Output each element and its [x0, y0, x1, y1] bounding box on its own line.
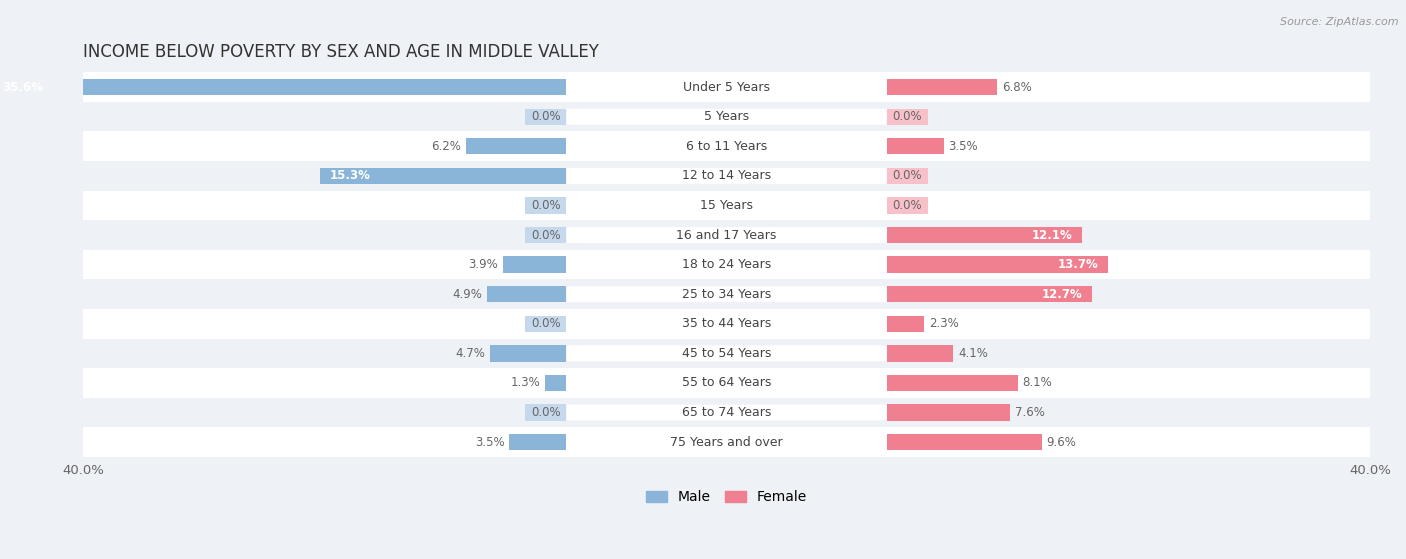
Text: 3.5%: 3.5% — [949, 140, 979, 153]
Text: 75 Years and over: 75 Years and over — [671, 435, 783, 449]
Text: 45 to 54 Years: 45 to 54 Years — [682, 347, 772, 360]
Bar — [83, 161, 1369, 191]
Text: 9.6%: 9.6% — [1046, 435, 1077, 449]
Bar — [526, 108, 565, 125]
Bar — [503, 257, 565, 273]
Bar — [83, 220, 1369, 250]
Text: 2.3%: 2.3% — [929, 318, 959, 330]
Bar — [491, 345, 565, 362]
Bar — [83, 398, 1369, 428]
Bar — [887, 197, 928, 214]
Bar — [83, 131, 1369, 161]
Text: 0.0%: 0.0% — [531, 318, 561, 330]
FancyBboxPatch shape — [567, 257, 887, 273]
Bar — [526, 404, 565, 421]
Bar — [83, 102, 1369, 131]
Bar — [526, 316, 565, 332]
FancyBboxPatch shape — [567, 168, 887, 184]
Bar — [544, 375, 565, 391]
FancyBboxPatch shape — [567, 197, 887, 214]
Bar — [486, 286, 565, 302]
Text: 65 to 74 Years: 65 to 74 Years — [682, 406, 772, 419]
Bar — [509, 434, 565, 451]
Text: 12.7%: 12.7% — [1042, 288, 1083, 301]
Bar — [887, 375, 1018, 391]
Bar — [83, 339, 1369, 368]
Text: 25 to 34 Years: 25 to 34 Years — [682, 288, 772, 301]
FancyBboxPatch shape — [567, 108, 887, 125]
Text: Under 5 Years: Under 5 Years — [683, 80, 770, 93]
Text: 4.1%: 4.1% — [959, 347, 988, 360]
Text: INCOME BELOW POVERTY BY SEX AND AGE IN MIDDLE VALLEY: INCOME BELOW POVERTY BY SEX AND AGE IN M… — [83, 43, 599, 61]
Bar — [83, 250, 1369, 280]
Text: 15.3%: 15.3% — [329, 169, 370, 182]
FancyBboxPatch shape — [567, 434, 887, 450]
Text: 6.2%: 6.2% — [432, 140, 461, 153]
Text: 6 to 11 Years: 6 to 11 Years — [686, 140, 768, 153]
Legend: Male, Female: Male, Female — [641, 485, 813, 510]
Text: 0.0%: 0.0% — [531, 110, 561, 123]
FancyBboxPatch shape — [567, 138, 887, 154]
Text: 8.1%: 8.1% — [1022, 376, 1052, 390]
Bar — [83, 309, 1369, 339]
FancyBboxPatch shape — [567, 286, 887, 302]
Bar — [887, 286, 1091, 302]
Text: 0.0%: 0.0% — [531, 229, 561, 241]
Bar — [887, 168, 928, 184]
Text: 35 to 44 Years: 35 to 44 Years — [682, 318, 772, 330]
Bar — [887, 227, 1083, 243]
Bar — [887, 257, 1108, 273]
FancyBboxPatch shape — [567, 405, 887, 420]
FancyBboxPatch shape — [567, 316, 887, 332]
Text: 0.0%: 0.0% — [531, 406, 561, 419]
Bar — [887, 138, 943, 154]
Bar — [887, 345, 953, 362]
Bar — [83, 72, 1369, 102]
Text: 12 to 14 Years: 12 to 14 Years — [682, 169, 770, 182]
Text: 16 and 17 Years: 16 and 17 Years — [676, 229, 776, 241]
Bar — [526, 227, 565, 243]
Text: 4.7%: 4.7% — [456, 347, 485, 360]
Text: 1.3%: 1.3% — [510, 376, 540, 390]
Bar — [83, 191, 1369, 220]
Text: 18 to 24 Years: 18 to 24 Years — [682, 258, 772, 271]
Text: 0.0%: 0.0% — [893, 169, 922, 182]
Text: Source: ZipAtlas.com: Source: ZipAtlas.com — [1281, 17, 1399, 27]
FancyBboxPatch shape — [567, 79, 887, 95]
Text: 6.8%: 6.8% — [1001, 80, 1032, 93]
Text: 7.6%: 7.6% — [1015, 406, 1045, 419]
Text: 3.5%: 3.5% — [475, 435, 505, 449]
Bar — [83, 280, 1369, 309]
Bar — [83, 428, 1369, 457]
Bar — [0, 79, 565, 95]
Bar — [465, 138, 565, 154]
FancyBboxPatch shape — [567, 227, 887, 243]
Bar — [887, 79, 997, 95]
Text: 4.9%: 4.9% — [453, 288, 482, 301]
FancyBboxPatch shape — [567, 375, 887, 391]
Text: 0.0%: 0.0% — [531, 199, 561, 212]
Bar — [83, 368, 1369, 398]
Text: 0.0%: 0.0% — [893, 110, 922, 123]
Bar — [887, 434, 1042, 451]
FancyBboxPatch shape — [567, 345, 887, 361]
Bar — [887, 404, 1010, 421]
Bar — [887, 316, 925, 332]
Bar — [887, 108, 928, 125]
Text: 55 to 64 Years: 55 to 64 Years — [682, 376, 772, 390]
Bar — [526, 197, 565, 214]
Text: 35.6%: 35.6% — [3, 80, 44, 93]
Text: 3.9%: 3.9% — [468, 258, 498, 271]
Bar — [319, 168, 565, 184]
Text: 5 Years: 5 Years — [704, 110, 749, 123]
Text: 0.0%: 0.0% — [893, 199, 922, 212]
Text: 13.7%: 13.7% — [1057, 258, 1098, 271]
Text: 12.1%: 12.1% — [1032, 229, 1073, 241]
Text: 15 Years: 15 Years — [700, 199, 754, 212]
